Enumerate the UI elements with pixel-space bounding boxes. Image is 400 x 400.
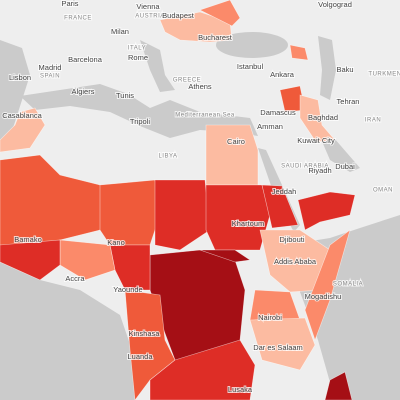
city-label: Rome: [128, 53, 148, 62]
city-label: Nairobi: [258, 313, 282, 322]
city-label: Lusaka: [228, 385, 253, 394]
country-label: OMAN: [373, 188, 393, 194]
country-label: LIBYA: [158, 154, 177, 160]
city-label: Damascus: [260, 108, 296, 117]
city-label: Addis Ababa: [274, 257, 317, 266]
country-label: SAUDI ARABIA: [281, 164, 329, 170]
country-label: SPAIN: [40, 74, 60, 80]
country-label: Mediterranean Sea: [175, 113, 235, 119]
city-label: Cairo: [227, 137, 245, 146]
regions: [0, 0, 356, 400]
city-label: Jeddah: [272, 187, 297, 196]
city-label: Bucharest: [198, 33, 233, 42]
city-label: Baghdad: [308, 113, 338, 122]
city-label: Ankara: [270, 70, 295, 79]
city-label: Riyadh: [308, 166, 331, 175]
city-label: Tripoli: [130, 117, 150, 126]
city-label: Yaounde: [113, 285, 142, 294]
city-label: Mogadishu: [305, 292, 342, 301]
city-label: Accra: [65, 274, 85, 283]
country-label: GREECE: [173, 78, 201, 84]
city-label: Dubai: [335, 162, 355, 171]
city-label: Djibouti: [279, 235, 304, 244]
country-label: IRAN: [365, 118, 381, 124]
country-label: TURKMEN: [368, 72, 400, 78]
country-label: ITALY: [128, 46, 146, 52]
city-label: Tunis: [116, 91, 134, 100]
city-label: Casablanca: [2, 111, 42, 120]
city-label: Volgograd: [318, 0, 352, 9]
country-label: FRANCE: [64, 16, 92, 22]
city-label: Luanda: [127, 352, 153, 361]
city-label: Kuwait City: [297, 136, 335, 145]
country-label: AUSTRIA: [135, 14, 165, 20]
city-label: Budapest: [162, 11, 195, 20]
city-label: Amman: [257, 122, 283, 131]
city-label: Kano: [107, 238, 125, 247]
city-label: Madrid: [39, 63, 62, 72]
city-label: Athens: [188, 82, 212, 91]
city-label: Algiers: [72, 87, 95, 96]
city-label: Bamako: [14, 235, 42, 244]
city-label: Paris: [61, 0, 78, 8]
city-label: Vienna: [136, 2, 160, 11]
city-label: Istanbul: [237, 62, 264, 71]
city-label: Baku: [336, 65, 353, 74]
city-label: Khartoum: [232, 219, 265, 228]
city-label: Tehran: [337, 97, 360, 106]
city-label: Kinshasa: [129, 329, 161, 338]
city-label: Lisbon: [9, 73, 31, 82]
city-label: Barcelona: [68, 55, 103, 64]
water: [0, 32, 400, 400]
city-label: Milan: [111, 27, 129, 36]
city-label: Dar es Salaam: [253, 343, 303, 352]
country-label: SOMALIA: [333, 282, 363, 288]
